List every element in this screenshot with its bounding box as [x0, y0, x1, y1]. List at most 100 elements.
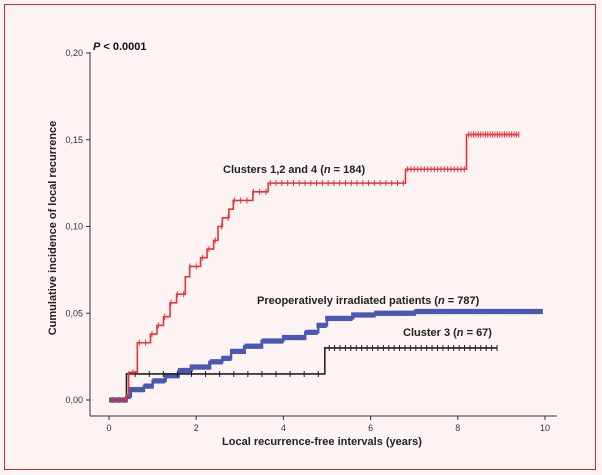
series-label-cluster-3-prefix: Cluster 3 (	[403, 327, 457, 339]
censor-mark	[307, 329, 313, 335]
censor-mark	[400, 310, 405, 316]
censor-mark	[382, 310, 388, 316]
censor-mark	[408, 310, 414, 316]
censor-mark	[509, 308, 515, 315]
censor-mark	[512, 308, 517, 315]
censor-mark	[503, 308, 509, 315]
censor-mark	[319, 322, 324, 328]
censor-mark	[374, 310, 379, 316]
series-line	[109, 347, 498, 401]
y-tick-label: 0,20	[65, 48, 83, 58]
censor-mark	[273, 338, 278, 344]
censor-mark	[152, 378, 157, 384]
censor-mark	[365, 312, 370, 318]
censor-mark	[189, 364, 195, 370]
censor-mark	[232, 348, 238, 355]
censor-mark	[267, 338, 272, 344]
censor-mark	[348, 315, 353, 322]
censor-mark	[192, 364, 197, 370]
censor-mark	[423, 308, 428, 315]
censor-mark	[532, 308, 538, 315]
censor-mark	[371, 312, 376, 318]
censor-mark	[486, 308, 491, 315]
censor-mark	[169, 373, 174, 379]
series-label-cluster-3-n: n	[457, 327, 464, 339]
censor-mark	[137, 386, 143, 393]
censor-mark	[302, 334, 307, 341]
censor-mark	[310, 329, 316, 335]
censor-mark	[379, 310, 385, 316]
series-label-clusters-124-prefix: Clusters 1,2 and 4 (	[223, 164, 324, 176]
p-value-label: P < 0.0001	[93, 41, 147, 53]
censor-mark	[230, 348, 235, 355]
censor-mark	[186, 367, 192, 374]
axes	[89, 52, 557, 417]
censor-mark	[126, 393, 131, 400]
series-label-preop-n: n	[438, 295, 445, 307]
censor-mark	[304, 329, 310, 335]
censor-mark	[155, 378, 160, 384]
censor-mark	[270, 338, 275, 344]
censor-mark	[129, 386, 134, 393]
y-tick-label: 0,00	[65, 395, 83, 405]
censor-mark	[143, 383, 148, 389]
censor-mark	[206, 364, 212, 370]
censor-mark	[411, 310, 417, 316]
censor-mark	[253, 343, 258, 349]
censor-mark	[134, 386, 140, 393]
censor-mark	[477, 308, 483, 315]
censor-mark	[166, 373, 172, 379]
x-tick-label: 0	[106, 423, 111, 433]
censor-mark	[535, 308, 540, 315]
censor-mark	[489, 308, 494, 315]
censor-mark	[385, 310, 391, 316]
censor-mark	[279, 338, 284, 344]
censor-mark	[526, 308, 532, 315]
series-label-clusters-124-n: n	[324, 164, 331, 176]
y-tick-label: 0,15	[65, 135, 83, 145]
censor-mark	[247, 343, 252, 349]
censor-mark	[313, 329, 319, 335]
censor-mark	[178, 367, 183, 374]
p-value-symbol: P	[93, 41, 101, 53]
censor-mark	[316, 322, 321, 328]
censor-mark	[434, 308, 440, 315]
censor-mark	[500, 308, 506, 315]
censor-mark	[224, 355, 229, 361]
censor-mark	[250, 343, 255, 349]
censor-mark	[437, 308, 442, 315]
censor-mark	[521, 308, 526, 315]
censor-mark	[518, 308, 523, 315]
censor-mark	[472, 308, 477, 315]
censor-mark	[276, 338, 281, 344]
censor-mark	[345, 315, 350, 322]
censor-mark	[394, 310, 399, 316]
censor-mark	[328, 315, 333, 322]
censor-mark	[333, 315, 339, 322]
censor-mark	[204, 364, 209, 370]
censor-mark	[538, 308, 543, 315]
censor-mark	[480, 308, 486, 315]
censor-mark	[287, 334, 293, 341]
censor-mark	[339, 315, 344, 322]
censor-mark	[469, 308, 474, 315]
censor-mark	[417, 308, 422, 315]
censor-mark	[377, 310, 382, 316]
censor-mark	[515, 308, 520, 315]
x-tick-label: 2	[194, 423, 199, 433]
censor-mark	[336, 315, 342, 322]
censor-mark	[498, 308, 503, 315]
censor-mark	[149, 383, 154, 389]
series-label-cluster-3-suffix: = 67)	[464, 327, 493, 339]
censor-mark	[195, 364, 200, 370]
censor-mark	[524, 308, 529, 315]
x-tick-label: 8	[455, 423, 460, 433]
censor-mark	[440, 308, 445, 315]
censor-mark	[397, 310, 402, 316]
censor-mark	[463, 308, 468, 315]
censor-mark	[281, 334, 287, 341]
censor-mark	[221, 355, 226, 361]
series-1	[108, 308, 543, 403]
censor-mark	[391, 310, 396, 316]
censor-mark	[460, 308, 466, 315]
